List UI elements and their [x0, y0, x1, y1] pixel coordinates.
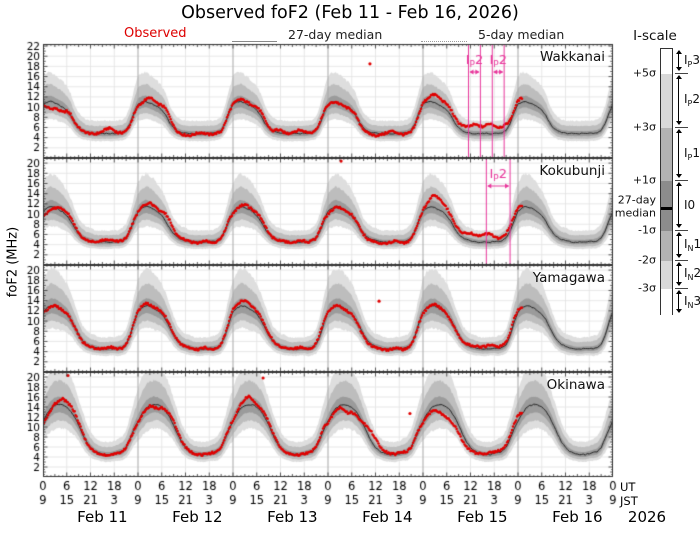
legend-5day-line-swatch	[421, 41, 467, 42]
iscale-sigma-label: -3σ	[638, 281, 656, 295]
iscale-zone-arrow	[675, 262, 682, 286]
iscale-zone-0	[661, 49, 672, 74]
iscale-zone-arrow	[675, 75, 682, 125]
iscale-sigma-label: -2σ	[638, 253, 656, 267]
iscale-zone-1	[661, 74, 672, 128]
iscale-zone-5	[661, 261, 672, 289]
iscale-sigma-label: -1σ	[638, 223, 656, 237]
station-label-kokubunji: Kokubunji	[539, 163, 605, 179]
iscale-zone-2	[661, 128, 672, 181]
iscale-zone-arrow	[675, 182, 682, 228]
legend-27day-label: 27-day median	[288, 27, 383, 42]
station-label-okinawa: Okinawa	[546, 377, 605, 393]
iscale-sigma-tick	[675, 260, 688, 261]
iscale-zone-3	[661, 181, 672, 231]
iscale-zone-4	[661, 231, 672, 261]
station-label-wakkanai: Wakkanai	[539, 49, 605, 65]
iscale-zone-label: IN2	[684, 265, 700, 283]
iscale-sigma-tick	[675, 73, 688, 74]
date-label: Feb 16	[552, 508, 603, 526]
ut-row-label: UT	[620, 480, 636, 494]
iscale-title: I-scale	[633, 28, 677, 44]
iscale-sigma-label: +3σ	[632, 120, 656, 134]
legend-27day-line-swatch	[232, 41, 277, 42]
iscale-sigma-label: median	[614, 206, 656, 220]
iscale-zone-arrow	[675, 232, 682, 258]
station-label-yamagawa: Yamagawa	[532, 270, 605, 286]
iscale-sigma-tick	[675, 127, 688, 128]
iscale-zone-arrow	[675, 290, 682, 313]
chart-title: Observed foF2 (Feb 11 - Feb 16, 2026)	[181, 3, 519, 23]
iscale-zone-arrow	[675, 129, 682, 178]
iscale-median-tick	[661, 207, 672, 210]
iscale-zone-label: IP2	[684, 91, 700, 109]
iscale-zone-label: IP1	[684, 145, 700, 162]
iscale-sigma-label: +1σ	[632, 173, 656, 187]
iscale-zone-label: I0	[684, 198, 696, 212]
iscale-zone-arrow	[675, 50, 682, 71]
iscale-sigma-label: +5σ	[632, 66, 656, 80]
date-label: Feb 13	[267, 508, 318, 526]
date-label: Feb 11	[77, 508, 128, 526]
iscale-sigma-label: 27-day	[617, 193, 656, 207]
iscale-zone-label: IN3	[684, 293, 700, 310]
iscale-bar	[660, 48, 673, 316]
iscale-zone-label: IP3	[684, 52, 700, 69]
jst-row-label: JST	[620, 494, 638, 508]
iscale-sigma-tick	[675, 180, 688, 181]
legend-observed-label: Observed	[124, 26, 187, 41]
iscale-sigma-tick	[675, 288, 688, 289]
iscale-sigma-tick	[675, 230, 688, 231]
date-label: Feb 12	[172, 508, 223, 526]
date-label: Feb 15	[457, 508, 508, 526]
legend-5day-label: 5-day median	[478, 27, 565, 42]
year-label: 2026	[627, 508, 667, 526]
iscale-zone-label: IN1	[684, 236, 700, 254]
date-label: Feb 14	[362, 508, 413, 526]
iscale-zone-6	[661, 289, 672, 316]
y-axis-title: foF2 (MHz)	[5, 226, 21, 298]
